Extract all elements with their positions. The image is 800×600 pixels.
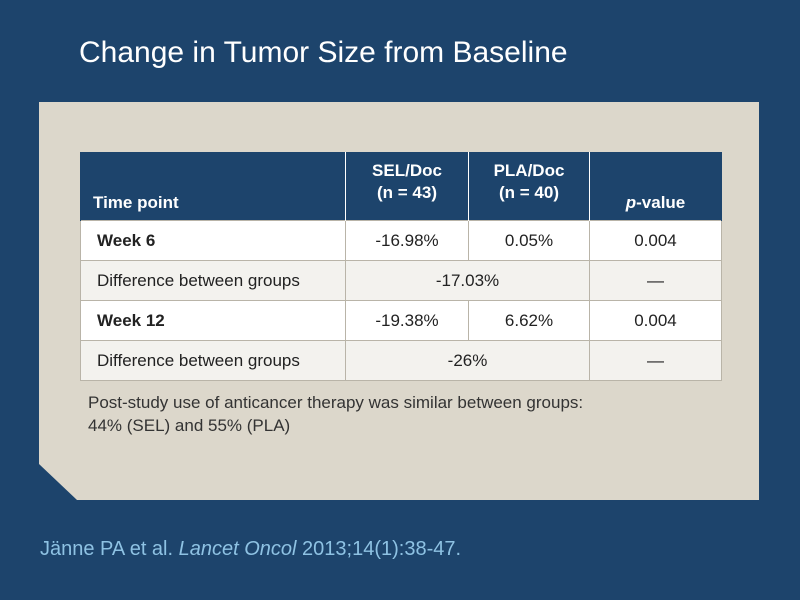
header-p-value-suffix: -value	[636, 193, 686, 212]
p-value: —	[589, 260, 722, 301]
table-row-difference-week-12: Difference between groups -26% —	[80, 340, 722, 381]
sel-doc-value: -16.98%	[345, 220, 469, 261]
header-pla-doc: PLA/Doc (n = 40)	[468, 152, 590, 221]
row-label: Difference between groups	[80, 260, 346, 301]
header-time-point: Time point	[80, 152, 346, 221]
table-row-week-12: Week 12 -19.38% 6.62% 0.004	[80, 300, 722, 341]
p-value: 0.004	[589, 300, 722, 341]
citation: Jänne PA et al. Lancet Oncol 2013;14(1):…	[40, 538, 461, 561]
note-line-1: Post-study use of anticancer therapy was…	[88, 393, 584, 412]
table-row-difference-week-6: Difference between groups -17.03% —	[80, 260, 722, 301]
p-value: 0.004	[589, 220, 722, 261]
citation-authors: Jänne PA et al.	[40, 538, 179, 560]
header-sel-doc-n: (n = 43)	[377, 183, 437, 202]
pla-doc-value: 6.62%	[468, 300, 590, 341]
header-pla-doc-n: (n = 40)	[499, 183, 559, 202]
header-sel-doc: SEL/Doc (n = 43)	[345, 152, 469, 221]
header-p-value-italic: p	[625, 193, 637, 212]
header-p-value: p-value	[589, 152, 722, 221]
header-pla-doc-label: PLA/Doc	[493, 161, 565, 180]
tumor-size-table: Time point SEL/Doc (n = 43) PLA/Doc (n =…	[80, 152, 722, 381]
p-value: —	[589, 340, 722, 381]
table-header-row: Time point SEL/Doc (n = 43) PLA/Doc (n =…	[80, 152, 722, 221]
row-label: Week 6	[80, 220, 346, 261]
difference-value: -17.03%	[345, 260, 590, 301]
citation-details: 2013;14(1):38-47.	[296, 538, 462, 560]
row-label: Difference between groups	[80, 340, 346, 381]
difference-value: -26%	[345, 340, 590, 381]
post-study-note: Post-study use of anticancer therapy was…	[88, 391, 728, 437]
slide-title: Change in Tumor Size from Baseline	[79, 36, 568, 69]
table-row-week-6: Week 6 -16.98% 0.05% 0.004	[80, 220, 722, 261]
pla-doc-value: 0.05%	[468, 220, 590, 261]
citation-journal: Lancet Oncol	[178, 538, 297, 560]
header-sel-doc-label: SEL/Doc	[372, 161, 442, 180]
note-line-2: 44% (SEL) and 55% (PLA)	[88, 416, 291, 435]
row-label: Week 12	[80, 300, 346, 341]
sel-doc-value: -19.38%	[345, 300, 469, 341]
